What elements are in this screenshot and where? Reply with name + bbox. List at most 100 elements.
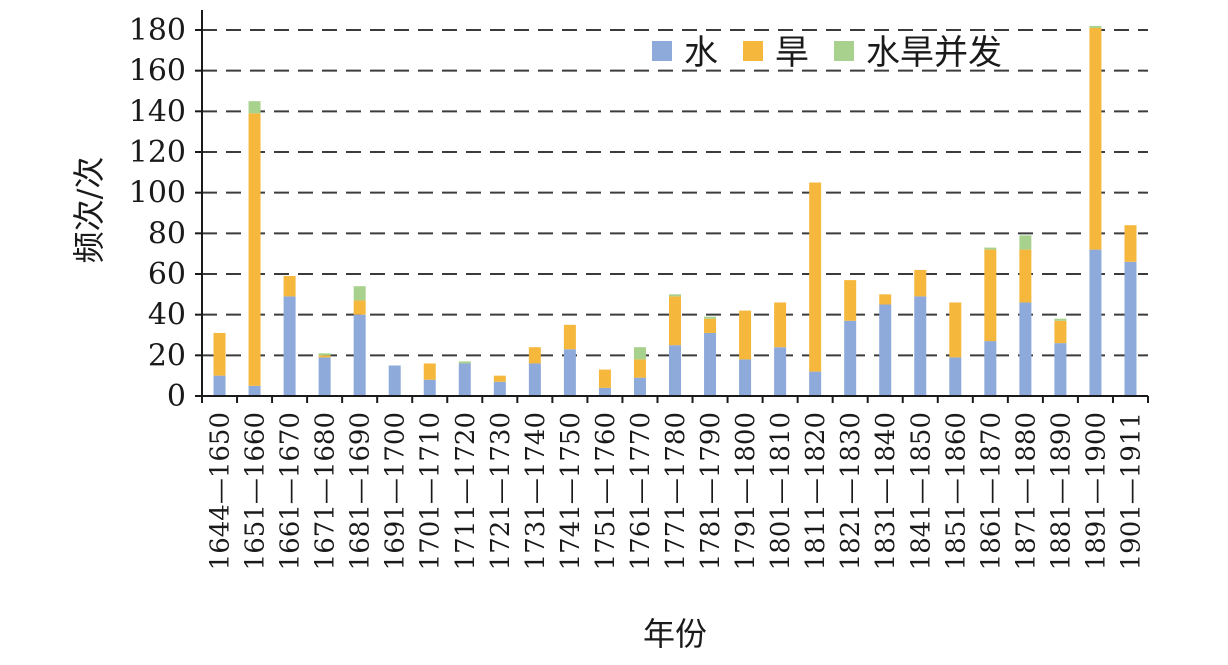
bar-segment-3 — [633, 347, 646, 360]
y-tick-label: 160 — [129, 54, 186, 89]
x-tick-label: 1891—1900 — [1081, 412, 1111, 570]
x-tick-label: 1691—1700 — [381, 412, 411, 570]
bar-segment-1 — [774, 347, 787, 396]
y-tick-label: 40 — [148, 298, 186, 333]
bar-segment-1 — [563, 349, 576, 396]
y-tick-label: 180 — [129, 13, 186, 48]
bar-segment-3 — [1054, 318, 1067, 321]
legend-swatch — [652, 41, 672, 61]
y-tick-label: 20 — [148, 338, 186, 373]
bar-segment-2 — [879, 294, 892, 305]
x-tick-label: 1791—1800 — [731, 412, 761, 570]
bar-segment-3 — [984, 247, 997, 250]
bar-segment-2 — [318, 355, 331, 358]
legend-swatch — [834, 41, 854, 61]
bar-segment-2 — [423, 363, 436, 380]
bar-segment-1 — [1019, 302, 1032, 396]
bar-segment-1 — [949, 357, 962, 396]
x-tick-label: 1731—1740 — [521, 412, 551, 570]
bar-segment-1 — [1124, 261, 1137, 396]
x-tick-label: 1651—1660 — [241, 412, 271, 570]
bar-segment-1 — [739, 359, 752, 396]
legend-label: 水 — [684, 33, 718, 73]
bar-segment-2 — [493, 375, 506, 382]
bar-segment-1 — [879, 304, 892, 396]
bar-segment-1 — [914, 296, 927, 396]
x-tick-label: 1741—1750 — [556, 412, 586, 570]
x-tick-label: 1811—1820 — [801, 412, 831, 570]
y-tick-label: 0 — [167, 379, 186, 414]
bar-segment-1 — [1089, 249, 1102, 396]
legend-swatch — [743, 41, 763, 61]
x-axis-title: 年份 — [643, 615, 707, 653]
y-tick-label: 140 — [129, 94, 186, 129]
bar-segment-1 — [493, 381, 506, 396]
bar-segment-3 — [1089, 25, 1102, 28]
y-tick-label: 120 — [129, 135, 186, 170]
y-tick-label: 100 — [129, 176, 186, 211]
bar-segment-3 — [704, 316, 717, 319]
bar-segment-3 — [353, 286, 366, 301]
x-tick-label: 1761—1770 — [626, 412, 656, 570]
bar-segment-2 — [704, 318, 717, 333]
bar-segment-2 — [353, 300, 366, 315]
x-tick-label: 1644—1650 — [206, 412, 236, 570]
x-tick-label: 1831—1840 — [871, 412, 901, 570]
legend-label: 旱 — [775, 33, 809, 73]
x-tick-label: 1841—1850 — [906, 412, 936, 570]
x-tick-label: 1801—1810 — [766, 412, 796, 570]
bar-segment-2 — [563, 324, 576, 350]
bar-segment-1 — [809, 371, 822, 396]
x-tick-label: 1701—1710 — [416, 412, 446, 570]
bar-segment-2 — [528, 347, 541, 364]
bar-segment-1 — [248, 385, 261, 396]
bar-segment-3 — [318, 353, 331, 356]
x-tick-labels: 1644—1650 1651—1660 1661—1670 1671—1680 1681… — [206, 412, 1147, 570]
bar-segment-2 — [1089, 27, 1102, 250]
bar-segment-3 — [1019, 235, 1032, 250]
x-tick-label: 1771—1780 — [661, 412, 691, 570]
bar-segment-1 — [283, 296, 296, 396]
bar-segment-2 — [949, 302, 962, 358]
bar-segment-2 — [1124, 225, 1137, 262]
bar-segment-1 — [844, 320, 857, 396]
x-tick-label: 1871—1880 — [1011, 412, 1041, 570]
bar-segment-2 — [283, 276, 296, 297]
legend-label: 水旱并发 — [866, 33, 1002, 73]
bar-segment-2 — [914, 269, 927, 297]
bar-segment-1 — [1054, 343, 1067, 396]
bar-segment-1 — [423, 379, 436, 396]
bar-segment-2 — [739, 310, 752, 360]
bar-segment-1 — [669, 345, 681, 396]
x-tick-label: 1861—1870 — [976, 412, 1006, 570]
bar-segment-2 — [844, 280, 857, 321]
bar-segment-2 — [248, 113, 261, 386]
bar-segment-1 — [318, 357, 331, 396]
bar-segment-2 — [669, 296, 681, 346]
x-tick-label: 1661—1670 — [276, 412, 306, 570]
x-tick-label: 1721—1730 — [486, 412, 516, 570]
bar-segment-1 — [528, 363, 541, 396]
bar-segment-2 — [1019, 249, 1032, 303]
x-tick-label: 1881—1890 — [1046, 412, 1076, 570]
x-tick-label: 1751—1760 — [591, 412, 621, 570]
bar-segment-1 — [213, 375, 226, 396]
x-tick-label: 1781—1790 — [696, 412, 726, 570]
bars — [213, 25, 1137, 396]
bar-segment-2 — [633, 359, 646, 378]
bar-segment-1 — [984, 341, 997, 396]
bar-segment-1 — [458, 363, 471, 396]
legend: 水 旱 水旱并发 — [652, 33, 1002, 73]
y-tick-label: 60 — [148, 257, 186, 292]
bar-segment-2 — [774, 302, 787, 348]
bar-segment-3 — [458, 361, 471, 364]
y-tick-label: 80 — [148, 216, 186, 251]
bar-segment-2 — [598, 369, 611, 388]
bar-segment-2 — [984, 249, 997, 342]
bar-segment-2 — [213, 332, 226, 376]
bar-segment-2 — [809, 182, 822, 372]
axes — [195, 10, 1149, 403]
bar-segment-1 — [353, 314, 366, 396]
x-tick-label: 1681—1690 — [346, 412, 376, 570]
